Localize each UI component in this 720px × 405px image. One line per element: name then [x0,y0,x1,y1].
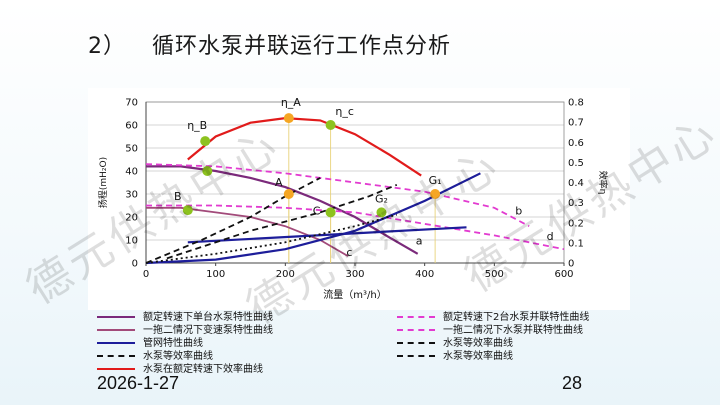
legend-swatch [97,329,135,331]
legend-swatch [97,342,135,344]
legend-swatch [397,355,435,357]
point-label: G₁ [429,174,442,187]
legend-label: 额定转速下2台水泵并联特性曲线 [443,312,590,323]
data-point [182,205,193,216]
legend-swatch [97,355,135,357]
title-number: 2） [88,34,126,59]
x-tick-label: 500 [485,269,504,280]
data-point [376,207,387,218]
y-tick-label: 0 [132,259,138,270]
legend-item: 管网特性曲线 [97,338,203,350]
point-label: η_c [335,105,354,118]
legend-swatch [397,329,435,331]
y-right-tick-label: 0.6 [568,138,584,149]
y-tick-label: 70 [125,98,138,109]
x-tick-label: 100 [206,269,225,280]
legend-label: 额定转速下单台水泵特性曲线 [143,312,273,323]
x-tick-label: 200 [276,269,295,280]
y-tick-label: 60 [125,121,138,132]
point-label: C [313,204,321,217]
legend-label: 管网特性曲线 [143,338,203,349]
legend-label: 水泵在额定转速下效率曲线 [143,364,263,375]
data-point [200,136,211,147]
data-point [283,113,294,124]
y-right-tick-label: 0.3 [568,198,584,209]
y-right-tick-label: 0.2 [568,218,584,229]
y-tick-label: 40 [125,167,138,178]
data-point [202,166,213,176]
point-label: η_A [281,96,301,109]
data-point [325,207,336,218]
y-tick-label: 50 [125,144,138,155]
legend-item: 一拖二情况下变速泵特性曲线 [97,325,273,337]
page-number: 28 [562,373,583,393]
legend-label: 水泵等效率曲线 [143,351,213,362]
legend: 额定转速下单台水泵特性曲线 额定转速下2台水泵并联特性曲线一拖二情况下变速泵特性曲… [97,312,637,376]
chart: 0 100 200 300 400 500 60001020304050607000.10.… [97,96,609,301]
legend-swatch [397,316,435,318]
legend-item: 额定转速下单台水泵特性曲线 [97,312,273,324]
x-axis-label: 流量（m³/h） [323,288,386,301]
point-label: G₂ [375,192,388,205]
series-line [146,165,419,255]
point-label: A [275,176,283,189]
y-axis-label: 扬程(mH₂O) [97,157,109,208]
data-point [430,189,441,199]
legend-item: 水泵等效率曲线 [397,338,513,350]
legend-swatch [397,342,435,344]
legend-swatch [97,316,135,318]
series-line [166,183,398,260]
point-label: η_B [187,119,207,132]
curve-label: c [346,246,352,259]
chart-panel: 0 100 200 300 400 500 600 0 10 20 30 40 50 60 70 0 0.1 0.… [88,88,630,310]
legend-label: 水泵等效率曲线 [443,351,513,362]
data-point [325,120,336,130]
legend-item: 一拖二情况下水泵并联特性曲线 [397,325,583,337]
series-line [145,163,530,227]
legend-item: 额定转速下2台水泵并联特性曲线 [397,312,589,324]
curve-label: b [515,205,522,218]
title-text: 循环水泵并联运行工作点分析 [152,34,452,59]
y-right-tick-label: 0.5 [568,158,584,169]
y-right-tick-label: 0 [568,259,574,270]
y-right-tick-label: 0.8 [568,98,584,109]
legend-label: 一拖二情况下变速泵特性曲线 [143,325,273,336]
legend-item: 水泵等效率曲线 [397,351,513,363]
series-line [145,213,398,264]
series-line [145,177,321,264]
data-point [283,189,294,199]
legend-swatch [97,368,135,370]
series-line [146,204,565,251]
y-right-tick-label: 0.7 [568,118,584,129]
footer-date: 2026-1-27 [97,373,180,393]
y-tick-label: 10 [125,236,138,247]
legend-label: 一拖二情况下水泵并联特性曲线 [443,325,583,336]
slide-title: 2） 循环水泵并联运行工作点分析 [88,28,451,60]
curve-label: a [416,235,423,248]
x-tick-label: 0 [143,269,149,280]
curve-label: d [547,230,554,243]
point-label: B [174,190,182,203]
legend-label: 水泵等效率曲线 [443,338,513,349]
x-tick-label: 600 [554,269,573,280]
y-right-tick-label: 0.1 [568,238,584,249]
y-tick-label: 30 [125,190,138,201]
y-right-axis-label: 效率η [597,171,609,195]
x-tick-label: 300 [345,269,364,280]
legend-item: 水泵等效率曲线 [97,351,213,363]
y-tick-label: 20 [125,213,138,224]
x-tick-label: 400 [415,269,434,280]
legend-item: 水泵在额定转速下效率曲线 [97,364,263,376]
series-line [187,226,467,244]
series-line [187,116,422,177]
y-right-tick-label: 0.4 [568,178,584,189]
